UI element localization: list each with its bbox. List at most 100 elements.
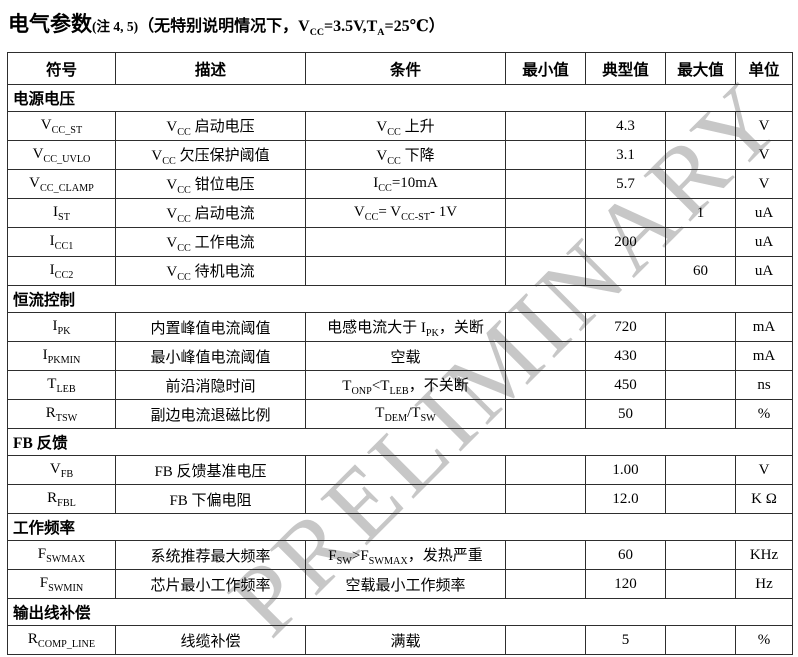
table-row: FSWMAX 系统推荐最大频率 FSW>FSWMAX，发热严重 60 KHz [7, 540, 793, 570]
cell-min-value [505, 540, 586, 570]
cell-symbol: VCC_ST [7, 111, 116, 141]
cell-min-value [505, 198, 586, 228]
section-header-label: 工作频率 [7, 513, 793, 541]
cell-unit: % [735, 625, 793, 655]
table-row: IST VCC 启动电流 VCC= VCC-ST- 1V 1 uA [7, 198, 793, 228]
cell-symbol: IPK [7, 312, 116, 342]
cell-unit: V [735, 169, 793, 199]
cell-min-value [505, 140, 586, 170]
section-header-row: 电源电压 [7, 84, 793, 112]
cell-symbol: TLEB [7, 370, 116, 400]
column-header-2: 条件 [305, 52, 506, 85]
cell-typical-value: 720 [585, 312, 666, 342]
cell-unit: Hz [735, 569, 793, 599]
cell-unit: mA [735, 312, 793, 342]
electrical-parameters-table: 符号 描述 条件 最小值 典型值 最大值 单位 电源电压 VCC_ST VCC 启动电压 VCC … [7, 52, 793, 655]
cell-description: VCC 欠压保护阈值 [115, 140, 306, 170]
cell-typical-value [585, 198, 666, 228]
cell-typical-value: 450 [585, 370, 666, 400]
cell-max-value [665, 169, 736, 199]
cell-max-value: 1 [665, 198, 736, 228]
cell-typical-value: 200 [585, 227, 666, 257]
cell-unit: V [735, 111, 793, 141]
table-row: RTSW 副边电流退磁比例 TDEM/TSW 50% [7, 399, 793, 429]
cell-condition: 空载最小工作频率 [305, 569, 506, 599]
cell-min-value [505, 312, 586, 342]
table-row: ICC1 VCC 工作电流 200 uA [7, 227, 793, 257]
section-header-label: 输出线补偿 [7, 598, 793, 626]
table-row: RFBL FB 下偏电阻 12.0 K Ω [7, 484, 793, 514]
cell-condition [305, 227, 506, 257]
column-header-3: 最小值 [505, 52, 586, 85]
cell-description: 最小峰值电流阈值 [115, 341, 306, 371]
cell-max-value: 60 [665, 256, 736, 286]
cell-description: VCC 待机电流 [115, 256, 306, 286]
cell-min-value [505, 399, 586, 429]
table-row: VCC_ST VCC 启动电压 VCC 上升 4.3 V [7, 111, 793, 141]
cell-max-value [665, 341, 736, 371]
cell-typical-value: 1.00 [585, 455, 666, 485]
cell-min-value [505, 341, 586, 371]
table-row: VCC_CLAMP VCC 钳位电压 ICC=10mA 5.7 V [7, 169, 793, 199]
cell-typical-value: 60 [585, 540, 666, 570]
cell-typical-value [585, 256, 666, 286]
cell-min-value [505, 484, 586, 514]
cell-unit: uA [735, 198, 793, 228]
cell-description: 芯片最小工作频率 [115, 569, 306, 599]
table-row: FSWMIN 芯片最小工作频率 空载最小工作频率 120 Hz [7, 569, 793, 599]
column-header-6: 单位 [735, 52, 793, 85]
cell-symbol: ICC2 [7, 256, 116, 286]
cell-unit: K Ω [735, 484, 793, 514]
cell-min-value [505, 455, 586, 485]
cell-symbol: IPKMIN [7, 341, 116, 371]
cell-min-value [505, 569, 586, 599]
cell-unit: % [735, 399, 793, 429]
cell-description: 前沿消隐时间 [115, 370, 306, 400]
section-header-row: 恒流控制 [7, 285, 793, 313]
column-header-4: 典型值 [585, 52, 666, 85]
cell-typical-value: 4.3 [585, 111, 666, 141]
cell-unit: V [735, 455, 793, 485]
cell-min-value [505, 227, 586, 257]
cell-condition: TDEM/TSW [305, 399, 506, 429]
cell-typical-value: 50 [585, 399, 666, 429]
table-row: TLEB 前沿消隐时间 TONP<TLEB，不关断 450 ns [7, 370, 793, 400]
cell-max-value [665, 540, 736, 570]
cell-condition: TONP<TLEB，不关断 [305, 370, 506, 400]
table-row: IPK 内置峰值电流阈值 电感电流大于 IPK，关断 720 mA [7, 312, 793, 342]
cell-symbol: RTSW [7, 399, 116, 429]
cell-max-value [665, 455, 736, 485]
cell-symbol: ICC1 [7, 227, 116, 257]
cell-condition: 空载 [305, 341, 506, 371]
cell-description: VCC 启动电流 [115, 198, 306, 228]
cell-condition: 满载 [305, 625, 506, 655]
cell-max-value [665, 111, 736, 141]
cell-max-value [665, 569, 736, 599]
cell-condition: VCC= VCC-ST- 1V [305, 198, 506, 228]
column-header-1: 描述 [115, 52, 306, 85]
cell-description: 副边电流退磁比例 [115, 399, 306, 429]
cell-min-value [505, 625, 586, 655]
cell-condition: FSW>FSWMAX，发热严重 [305, 540, 506, 570]
cell-description: FB 下偏电阻 [115, 484, 306, 514]
column-header-0: 符号 [7, 52, 116, 85]
cell-symbol: FSWMIN [7, 569, 116, 599]
cell-symbol: RFBL [7, 484, 116, 514]
cell-description: 内置峰值电流阈值 [115, 312, 306, 342]
table-row: RCOMP_LINE 线缆补偿 满载 5% [7, 625, 793, 655]
cell-symbol: FSWMAX [7, 540, 116, 570]
cell-max-value [665, 625, 736, 655]
cell-unit: uA [735, 227, 793, 257]
page-title: 电气参数(注 4, 5)（无特别说明情况下，VCC=3.5V,TA=25℃） [8, 12, 445, 39]
cell-min-value [505, 169, 586, 199]
cell-typical-value: 5 [585, 625, 666, 655]
cell-unit: mA [735, 341, 793, 371]
table-row: IPKMIN 最小峰值电流阈值 空载 430 mA [7, 341, 793, 371]
cell-max-value [665, 370, 736, 400]
cell-typical-value: 12.0 [585, 484, 666, 514]
cell-description: FB 反馈基准电压 [115, 455, 306, 485]
table-header-row: 符号 描述 条件 最小值 典型值 最大值 单位 [7, 52, 793, 85]
section-header-label: 恒流控制 [7, 285, 793, 313]
cell-condition [305, 256, 506, 286]
cell-max-value [665, 399, 736, 429]
